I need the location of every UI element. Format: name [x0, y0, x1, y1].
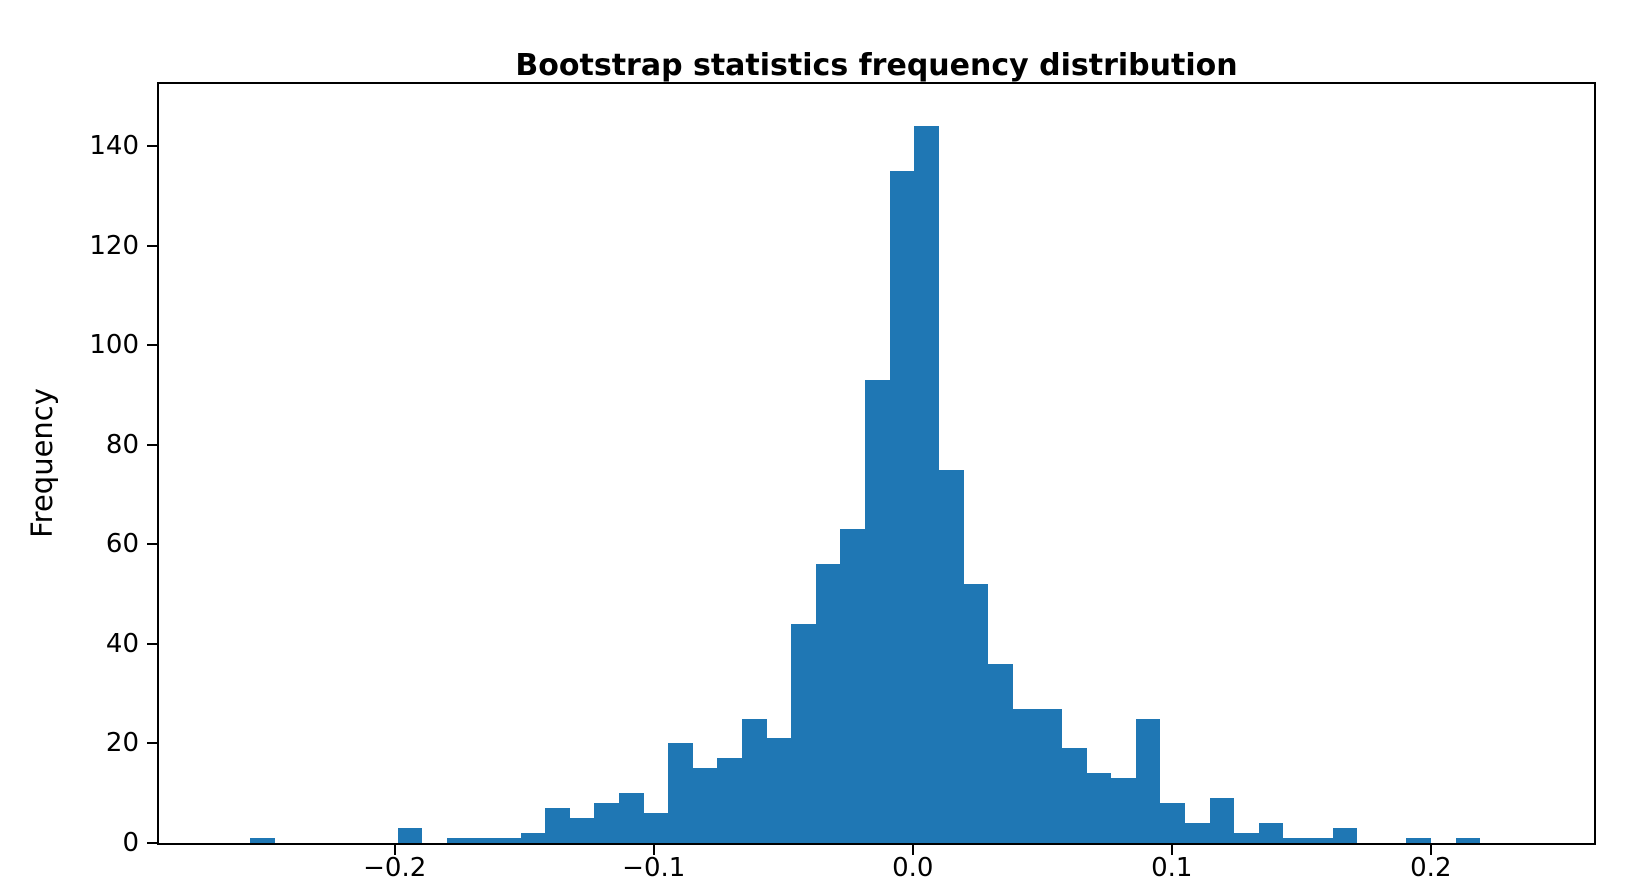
x-tick-mark: [652, 845, 655, 855]
histogram-bar: [569, 818, 595, 843]
histogram-bar: [865, 380, 890, 843]
y-tick-label: 40: [105, 628, 139, 659]
histogram-bar: [520, 833, 546, 843]
y-tick-mark: [147, 842, 157, 844]
histogram-bar: [249, 838, 275, 843]
y-tick-label: 60: [105, 529, 139, 560]
x-tick-label: −0.1: [622, 853, 686, 883]
histogram-bar: [938, 469, 964, 843]
plot-area: [147, 82, 1596, 855]
histogram-bar: [1061, 748, 1087, 843]
histogram-bar: [1111, 778, 1136, 843]
histogram-bar: [495, 838, 521, 843]
histogram-bar: [545, 808, 570, 843]
histogram-bar: [1455, 838, 1481, 843]
histogram-bar: [1283, 838, 1309, 843]
histogram-bar: [668, 743, 693, 843]
x-tick-mark: [911, 845, 914, 855]
histogram-bar: [889, 171, 915, 843]
histogram-bar: [1012, 708, 1038, 843]
histogram-bar: [791, 624, 816, 843]
histogram-bar: [692, 768, 718, 843]
y-tick-mark: [147, 344, 157, 347]
histogram-bar: [471, 838, 496, 843]
histogram-bar: [1308, 838, 1333, 843]
histogram-bar: [643, 813, 669, 843]
histogram-bar: [1234, 833, 1259, 843]
y-axis-label: Frequency: [25, 388, 59, 538]
histogram-bar: [742, 718, 767, 843]
x-tick-mark: [1429, 845, 1432, 855]
histogram-bar: [594, 803, 619, 843]
histogram-bar: [1037, 708, 1062, 843]
histogram-bar: [914, 126, 939, 843]
histogram-bar: [1332, 828, 1358, 843]
plot-inner: [147, 84, 1594, 855]
y-tick-mark: [147, 145, 157, 148]
x-tick-mark: [393, 845, 396, 855]
histogram-bar: [446, 838, 472, 843]
histogram-bar: [963, 584, 989, 843]
y-tick-label: 20: [105, 728, 139, 759]
histogram-bar: [1086, 773, 1112, 843]
histogram-bar: [717, 758, 743, 843]
x-tick-mark: [1170, 845, 1173, 855]
y-tick-mark: [147, 642, 157, 645]
y-tick-label: 0: [122, 828, 139, 858]
x-tick-label: −0.2: [363, 853, 427, 883]
y-tick-label: 120: [89, 230, 139, 261]
histogram-bar: [1258, 823, 1284, 843]
y-tick-mark: [147, 443, 157, 446]
histogram-bar: [619, 793, 644, 843]
y-tick-label: 140: [89, 131, 139, 162]
chart-title: Bootstrap statistics frequency distribut…: [515, 48, 1238, 83]
histogram-bar: [1209, 798, 1235, 843]
histogram-bar: [988, 663, 1013, 843]
histogram-bar: [1160, 803, 1185, 843]
y-tick-mark: [147, 244, 157, 247]
x-tick-label: 0.2: [1410, 853, 1452, 883]
y-tick-mark: [147, 742, 157, 745]
histogram-bar: [815, 564, 841, 843]
histogram-bar: [1406, 838, 1432, 843]
histogram-bar: [1135, 718, 1161, 843]
y-tick-mark: [147, 543, 157, 546]
x-tick-label: 0.0: [892, 853, 934, 883]
y-tick-label: 80: [105, 429, 139, 460]
histogram-bar: [766, 738, 792, 843]
histogram-bar: [1184, 823, 1210, 843]
histogram-bar: [840, 529, 866, 843]
y-tick-label: 100: [89, 330, 139, 361]
x-tick-label: 0.1: [1151, 853, 1193, 883]
histogram-bar: [397, 828, 423, 843]
